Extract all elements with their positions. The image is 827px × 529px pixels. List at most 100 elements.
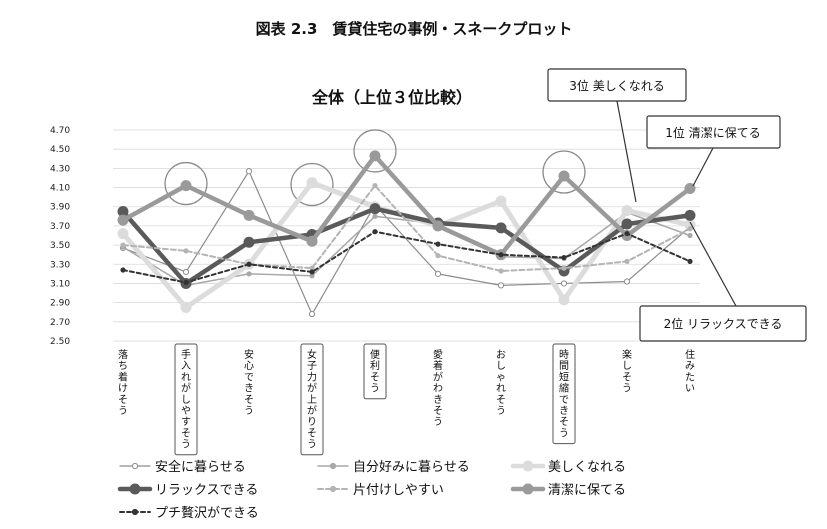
y-tick-label: 4.30 <box>50 164 70 174</box>
callout-rank1-pointer <box>692 147 714 187</box>
data-point <box>558 294 570 306</box>
x-category-label: 楽しそう <box>622 348 632 395</box>
legend-item: リラックスできる <box>117 483 258 498</box>
data-point <box>372 183 378 189</box>
highlight-circle <box>164 161 208 206</box>
data-point <box>120 242 126 248</box>
legend-marker <box>131 462 139 470</box>
y-tick-label: 3.70 <box>50 222 70 232</box>
legend-item: 自分好みに暮らせる <box>317 460 470 475</box>
data-point <box>372 213 378 219</box>
data-point <box>372 229 378 235</box>
data-point <box>684 209 696 221</box>
data-point <box>309 265 315 271</box>
data-point <box>245 168 253 175</box>
x-category-label: 落ち着けそう <box>118 349 128 417</box>
data-point <box>180 301 192 313</box>
y-tick-label: 3.30 <box>50 260 70 270</box>
callout-rank2-box <box>639 305 807 342</box>
x-category-label: 愛着がわきそう <box>433 348 443 428</box>
grid-layer <box>113 129 700 342</box>
chart-title: 全体（上位３位比較） <box>311 88 472 107</box>
highlight-circle <box>290 162 334 207</box>
y-tick-label: 3.10 <box>50 279 70 289</box>
y-tick-label: 4.50 <box>50 145 70 155</box>
data-point <box>621 205 633 217</box>
x-category-label: 女子力が上がりそう <box>307 348 317 451</box>
data-point <box>561 254 567 261</box>
legend-marker <box>522 483 534 495</box>
data-point <box>561 265 567 271</box>
data-point <box>623 278 631 285</box>
y-axis-ticks: 4.70 4.50 4.30 4.10 3.90 3.70 3.50 3.30 3.10 2.90… <box>50 126 70 347</box>
y-tick-label: 2.90 <box>50 299 70 309</box>
callout-rank3-text: 3位 美しくなれる <box>569 78 664 93</box>
legend-marker <box>131 508 139 516</box>
data-point <box>243 209 255 221</box>
series-5 <box>117 150 696 261</box>
legend-label: プチ贅沢ができる <box>155 505 259 521</box>
data-point <box>246 271 252 277</box>
x-category-label: 住みたい <box>685 348 695 395</box>
x-category-label: 安心できそう <box>244 348 254 417</box>
data-point <box>687 258 693 264</box>
data-point <box>306 177 318 189</box>
data-point <box>183 248 189 254</box>
data-point <box>117 206 129 218</box>
category-highlight-box <box>363 343 387 400</box>
data-point <box>120 267 126 273</box>
data-point <box>435 241 441 247</box>
x-axis-categories: 落ち着けそう 手入れがしやすそう 安心できそう 女子力が上がりそう 便利そう 愛着がわきそ… <box>118 343 695 456</box>
data-point <box>435 253 441 259</box>
x-category-label: 時間短縮できそう <box>559 349 569 439</box>
series-line <box>120 153 693 257</box>
legend-marker <box>329 462 337 470</box>
x-category-label: おしゃれそう <box>496 349 506 417</box>
legend-label: 安全に暮らせる <box>155 459 246 475</box>
data-point <box>182 268 190 276</box>
legend-item: 安全に暮らせる <box>119 459 246 475</box>
series-4 <box>120 183 693 274</box>
y-tick-label: 3.90 <box>50 203 70 213</box>
series-lines <box>117 150 696 318</box>
highlight-circle <box>542 150 586 194</box>
data-point <box>308 311 316 318</box>
callout-rank3: 3位 美しくなれる <box>547 68 687 203</box>
series-line <box>122 211 691 287</box>
legend-label: 美しくなれる <box>548 460 626 475</box>
x-category-label: 便利そう <box>370 348 380 395</box>
category-highlight-box <box>300 343 324 456</box>
data-point <box>183 279 189 286</box>
data-point <box>117 228 129 240</box>
legend-item: プチ贅沢ができる <box>119 505 259 521</box>
callout-rank2-pointer <box>689 221 737 307</box>
data-point <box>624 258 630 264</box>
data-point <box>309 273 315 279</box>
legend-item: 清潔に保てる <box>510 483 626 498</box>
data-point <box>558 170 570 182</box>
category-highlight-box <box>174 343 198 456</box>
category-highlight-box <box>552 343 576 445</box>
data-point <box>369 203 381 215</box>
data-point <box>687 232 693 239</box>
x-category-label: 手入れがしやすそう <box>181 348 191 451</box>
data-point <box>306 235 318 247</box>
data-point <box>309 269 315 275</box>
legend-marker <box>522 460 534 472</box>
data-point <box>497 282 505 289</box>
data-point <box>432 220 444 232</box>
data-point <box>498 252 504 258</box>
series-line <box>122 230 691 284</box>
data-point <box>117 214 129 226</box>
legend-item: 片付けしやすい <box>317 483 444 498</box>
legend-marker <box>329 485 337 493</box>
data-point <box>495 195 507 207</box>
series-line <box>122 184 691 272</box>
legend-marker <box>129 483 141 495</box>
data-point <box>434 270 442 277</box>
highlight-circle <box>353 129 397 173</box>
data-point <box>498 268 504 274</box>
data-point <box>180 180 192 192</box>
